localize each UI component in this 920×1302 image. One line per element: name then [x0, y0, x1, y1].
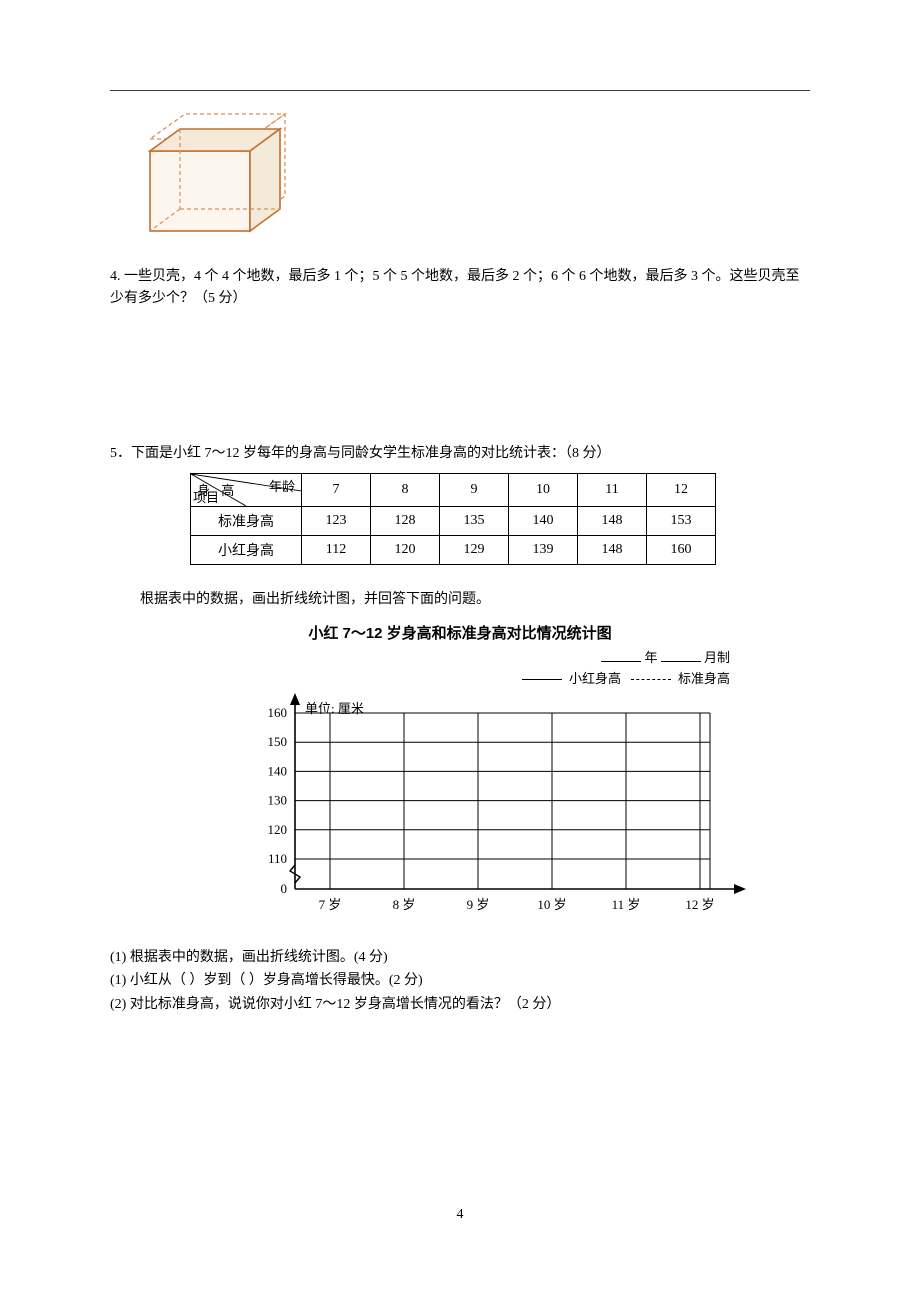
cube-svg	[130, 111, 300, 241]
year-label: 年	[644, 650, 657, 665]
svg-text:9 岁: 9 岁	[467, 897, 490, 912]
height-table: 年龄 身 高 项目 7 8 9 10 11 12 标准身高 123 128 13…	[190, 473, 716, 565]
subq: (1) 小红从（ ）岁到（ ）岁身高增长得最快。(2 分)	[110, 969, 810, 993]
svg-text:10 岁: 10 岁	[537, 897, 566, 912]
col-age: 12	[647, 474, 716, 507]
month-blank	[661, 648, 701, 662]
cell: 148	[578, 507, 647, 536]
cell: 123	[302, 507, 371, 536]
page-number: 4	[110, 1207, 810, 1223]
svg-text:0: 0	[281, 881, 288, 896]
hdr-age: 年龄	[269, 476, 295, 495]
subq: (2) 对比标准身高，说说你对小红 7～12 岁身高增长情况的看法？（2 分）	[110, 993, 810, 1017]
svg-text:110: 110	[268, 851, 287, 866]
chart-legend: 小红身高 标准身高	[240, 668, 760, 687]
q5-intro: 5．下面是小红 7～12 岁每年的身高与同龄女学生标准身高的对比统计表：（8 分…	[110, 443, 810, 465]
line-chart-grid: 单位: 厘米 160 150 140 130 120 110 0 7 岁 8 岁 9 岁 10 岁 11…	[240, 689, 760, 929]
cube-figure	[130, 111, 810, 246]
legend-solid-line	[522, 679, 562, 680]
q5-sub-questions: (1) 根据表中的数据，画出折线统计图。(4 分) (1) 小红从（ ）岁到（ …	[110, 946, 810, 1017]
legend-dash-label: 标准身高	[678, 671, 730, 686]
month-label: 月制	[704, 650, 730, 665]
svg-text:140: 140	[268, 763, 288, 778]
svg-text:150: 150	[268, 734, 288, 749]
cell: 140	[509, 507, 578, 536]
chart-title: 小红 7～12 岁身高和标准身高对比情况统计图	[110, 622, 810, 643]
col-age: 10	[509, 474, 578, 507]
subq: (1) 根据表中的数据，画出折线统计图。(4 分)	[110, 946, 810, 970]
col-age: 8	[371, 474, 440, 507]
svg-text:8 岁: 8 岁	[393, 897, 416, 912]
row-label: 小红身高	[191, 536, 302, 565]
q5-after-table: 根据表中的数据，画出折线统计图，并回答下面的问题。	[140, 589, 810, 611]
col-age: 11	[578, 474, 647, 507]
col-age: 9	[440, 474, 509, 507]
legend-dash-line	[631, 679, 671, 680]
legend-solid-label: 小红身高	[569, 671, 621, 686]
q4-workspace	[110, 317, 810, 437]
table-row: 标准身高 123 128 135 140 148 153	[191, 507, 716, 536]
svg-text:160: 160	[268, 705, 288, 720]
hdr-item: 项目	[193, 487, 219, 506]
cell: 160	[647, 536, 716, 565]
cell: 139	[509, 536, 578, 565]
svg-text:7 岁: 7 岁	[319, 897, 342, 912]
cell: 135	[440, 507, 509, 536]
cell: 112	[302, 536, 371, 565]
chart-container: 年 月制 小红身高 标准身高 单位: 厘米 160 150 140 130 120 110 0…	[240, 647, 760, 934]
svg-text:120: 120	[268, 821, 288, 836]
cell: 128	[371, 507, 440, 536]
row-label: 标准身高	[191, 507, 302, 536]
svg-text:12 岁: 12 岁	[685, 897, 714, 912]
table-diagonal-header: 年龄 身 高 项目	[191, 474, 302, 507]
cell: 129	[440, 536, 509, 565]
q4-text: 4. 一些贝壳，4 个 4 个地数，最后多 1 个；5 个 5 个地数，最后多 …	[110, 266, 810, 311]
col-age: 7	[302, 474, 371, 507]
cell: 120	[371, 536, 440, 565]
svg-text:11 岁: 11 岁	[612, 897, 641, 912]
chart-date-caption: 年 月制	[240, 647, 760, 666]
year-blank	[601, 648, 641, 662]
svg-text:130: 130	[268, 792, 288, 807]
cell: 148	[578, 536, 647, 565]
cell: 153	[647, 507, 716, 536]
table-header-row: 年龄 身 高 项目 7 8 9 10 11 12	[191, 474, 716, 507]
svg-text:单位: 厘米: 单位: 厘米	[305, 701, 364, 716]
top-rule	[110, 90, 810, 91]
table-row: 小红身高 112 120 129 139 148 160	[191, 536, 716, 565]
